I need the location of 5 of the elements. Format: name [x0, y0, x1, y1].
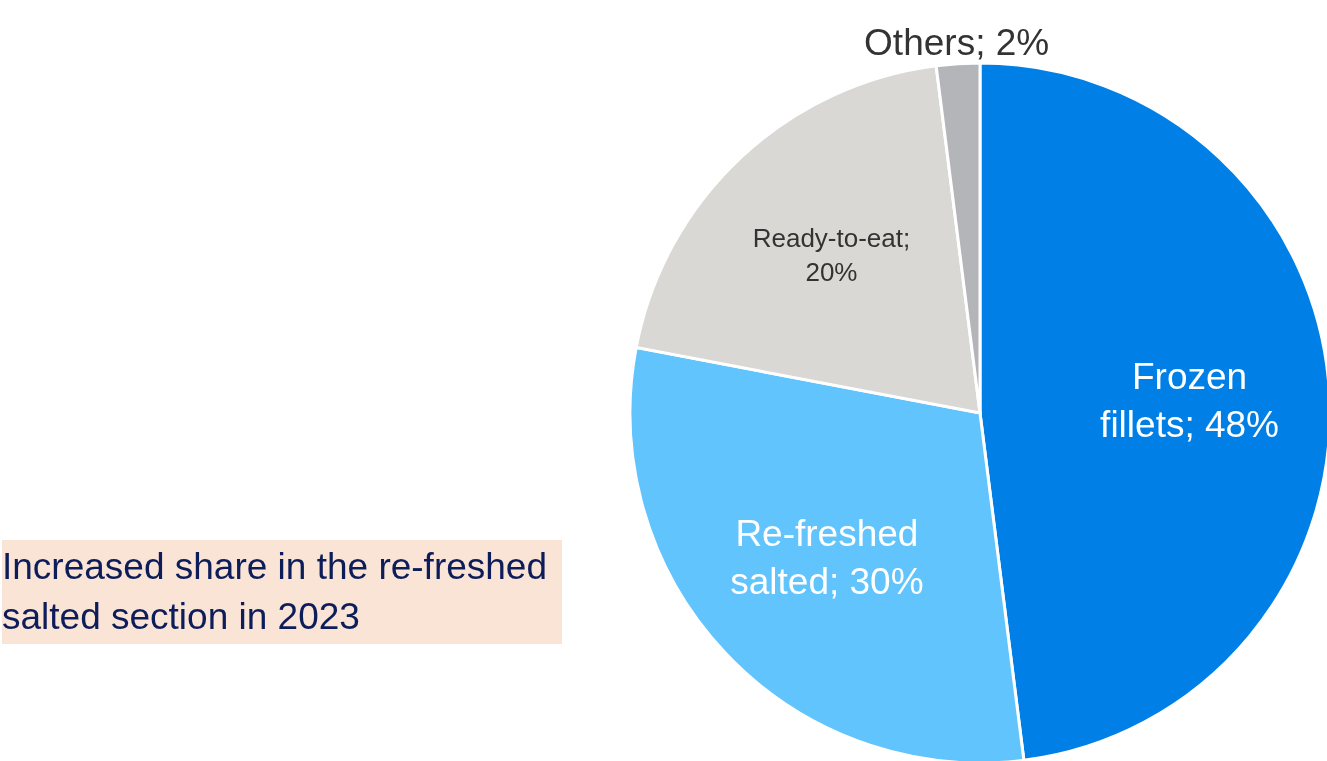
text: Increased share in the re-freshed salted section in 2023	[2, 540, 562, 644]
slice-label: Ready-to-eat; 20%	[752, 222, 911, 287]
slice-label: Others; 2%	[864, 21, 1050, 63]
slice-label: Re-freshed salted; 30%	[730, 512, 924, 602]
slice-label: Frozen fillets; 48%	[1100, 355, 1280, 445]
